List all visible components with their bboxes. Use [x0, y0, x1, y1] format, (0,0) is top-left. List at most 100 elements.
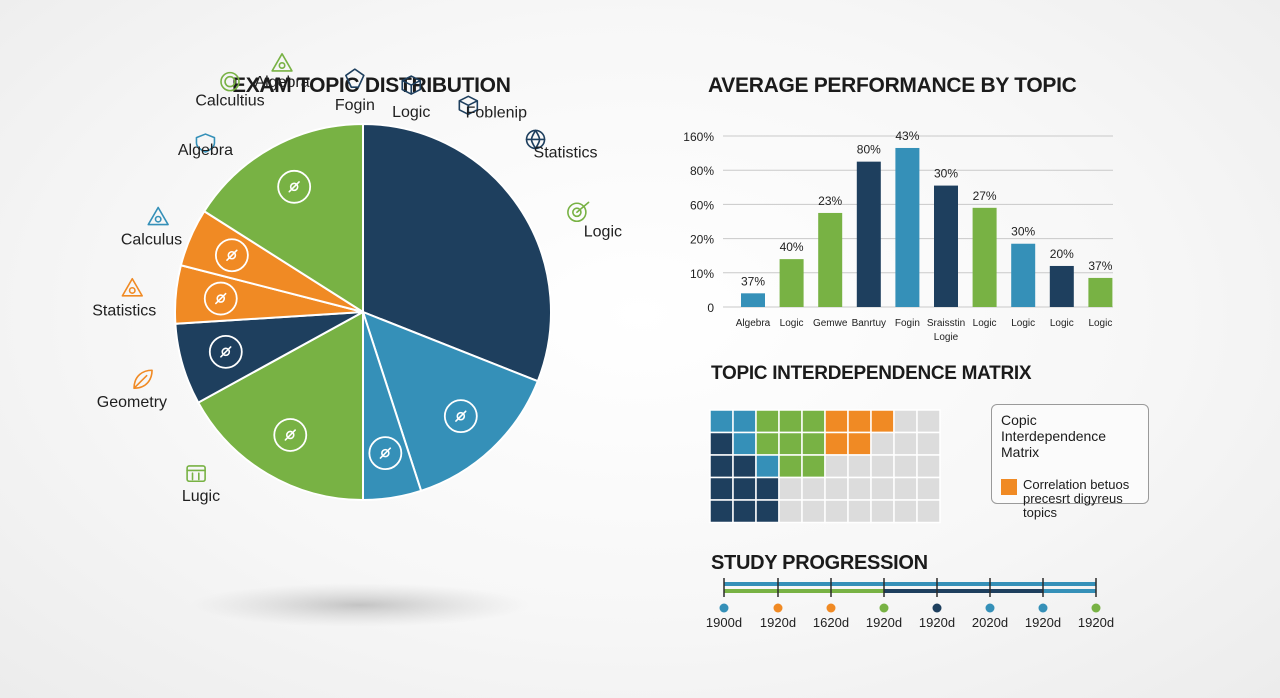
pie-shadow: [190, 583, 530, 627]
bar-data-label: 23%: [818, 194, 842, 208]
timeline-title: STUDY PROGRESSION: [711, 552, 928, 574]
pie-outer-label: Calcultius: [195, 93, 264, 110]
bar-x-label: Sraisstin: [927, 318, 965, 329]
pie-outer-label: Algebra: [178, 142, 233, 159]
gear-icon: [220, 71, 240, 92]
bar-data-label: 37%: [741, 274, 765, 288]
bar-data-label: 37%: [1088, 259, 1112, 273]
pie-outer-label: Statistics: [534, 144, 598, 161]
target-icon: [567, 201, 590, 223]
timeline-label: 1920d: [919, 615, 955, 630]
bar: [818, 212, 843, 307]
timeline-dot: [1091, 603, 1101, 613]
bar: [1011, 243, 1036, 307]
bar: [741, 293, 765, 307]
timeline-label: 1920d: [1025, 615, 1061, 630]
flask-icon: [208, 334, 243, 369]
timeline-label: 2020d: [972, 615, 1008, 630]
cube-icon: [401, 75, 422, 95]
timeline-dot: [773, 603, 783, 613]
bar-data-label: 30%: [934, 167, 958, 181]
timeline-dot: [1038, 603, 1048, 613]
bar: [934, 185, 958, 307]
bar-x-label: Banrtuy: [852, 318, 886, 329]
bar-x-label: Gemwe: [813, 318, 848, 329]
bar-y-tick: 0: [707, 301, 714, 315]
bar-x-label: Logic: [780, 318, 804, 329]
timeline-dot: [985, 603, 995, 613]
pie-outer-label: Logic: [392, 104, 430, 121]
books-icon: [273, 418, 308, 452]
pie-outer-label: Calculus: [121, 231, 182, 248]
pie-outer-label: Logic: [584, 223, 622, 240]
timeline-dot: [932, 603, 942, 613]
bar-data-label: 30%: [1011, 225, 1035, 239]
bar: [1088, 277, 1113, 307]
bar-x-label: Logic: [1050, 318, 1074, 329]
pie-outer-label: Foblenip: [466, 104, 527, 121]
timeline-dot: [879, 603, 889, 613]
pen-icon: [368, 436, 403, 471]
bar-x-label: Logic: [973, 318, 997, 329]
bar: [856, 161, 881, 307]
legend-swatch: [1001, 479, 1017, 495]
bar-x-label: Fogin: [895, 318, 920, 329]
globe-icon: [525, 129, 546, 150]
timeline-label: 1900d: [706, 615, 742, 630]
triangle-icon: [147, 206, 169, 226]
pie-outer-label: Geometry: [97, 394, 167, 411]
bar-x-label: Logic: [1088, 318, 1112, 329]
matrix-title: TOPIC INTERDEPENDENCE MATRIX: [711, 363, 1032, 384]
bar-x-label: Logic: [1011, 318, 1035, 329]
bar-y-tick: 160%: [683, 130, 714, 144]
calendar-icon: [186, 465, 206, 483]
triangle-icon: [271, 53, 293, 72]
matrix-legend: Copic Interdependence Matrix Correlation…: [991, 404, 1149, 520]
pie-chart-title: EXAM TOPIC DISTRIBUTION: [232, 74, 511, 97]
bar: [1049, 265, 1074, 307]
bar-data-label: 80%: [857, 143, 881, 157]
timeline-label: 1620d: [813, 615, 849, 630]
pie-outer-label: Statistics: [92, 303, 156, 320]
bar-x-sublabel: Logie: [934, 332, 959, 343]
bar-y-tick: 20%: [690, 233, 714, 247]
bar: [972, 207, 997, 307]
pie-outer-label: Lugic: [182, 488, 220, 505]
bar-y-tick: 10%: [690, 267, 714, 281]
bar: [779, 259, 804, 307]
shield-icon: [195, 133, 216, 153]
pie-slice: [362, 122, 552, 383]
pie-outer-label: Algebra: [254, 74, 309, 91]
cube-icon: [458, 95, 479, 116]
brain-icon: [277, 169, 312, 204]
timeline-label: 1920d: [1078, 615, 1114, 630]
glasses-icon: [203, 281, 238, 316]
pie-slice: [202, 122, 364, 314]
timeline-dot: [719, 603, 729, 613]
timeline-label: 1920d: [760, 615, 796, 630]
triangle-icon: [121, 277, 143, 297]
atom-icon: [214, 238, 249, 273]
bar-y-tick: 80%: [690, 164, 714, 178]
bar-y-tick: 60%: [690, 198, 714, 212]
bar-data-label: 20%: [1050, 247, 1074, 261]
legend-item-label: Correlation betuos precesrt digyreus top…: [1023, 477, 1130, 520]
bar-x-label: Algebra: [736, 318, 771, 329]
bar: [895, 147, 920, 307]
bar-chart-title: AVERAGE PERFORMANCE BY TOPIC: [708, 74, 1077, 97]
bar-data-label: 43%: [895, 129, 919, 143]
puzzle-icon: [345, 68, 365, 88]
pie-outer-label: Fogin: [335, 97, 375, 114]
bar-data-label: 40%: [780, 240, 804, 254]
timeline-label: 1920d: [866, 615, 902, 630]
matrix-cell: [916, 499, 941, 524]
flag-icon: [443, 399, 478, 434]
legend-title: Copic Interdependence Matrix: [1001, 412, 1107, 460]
leaf-icon: [133, 369, 153, 390]
timeline-dot: [826, 603, 836, 613]
pie-slice: [196, 310, 364, 502]
